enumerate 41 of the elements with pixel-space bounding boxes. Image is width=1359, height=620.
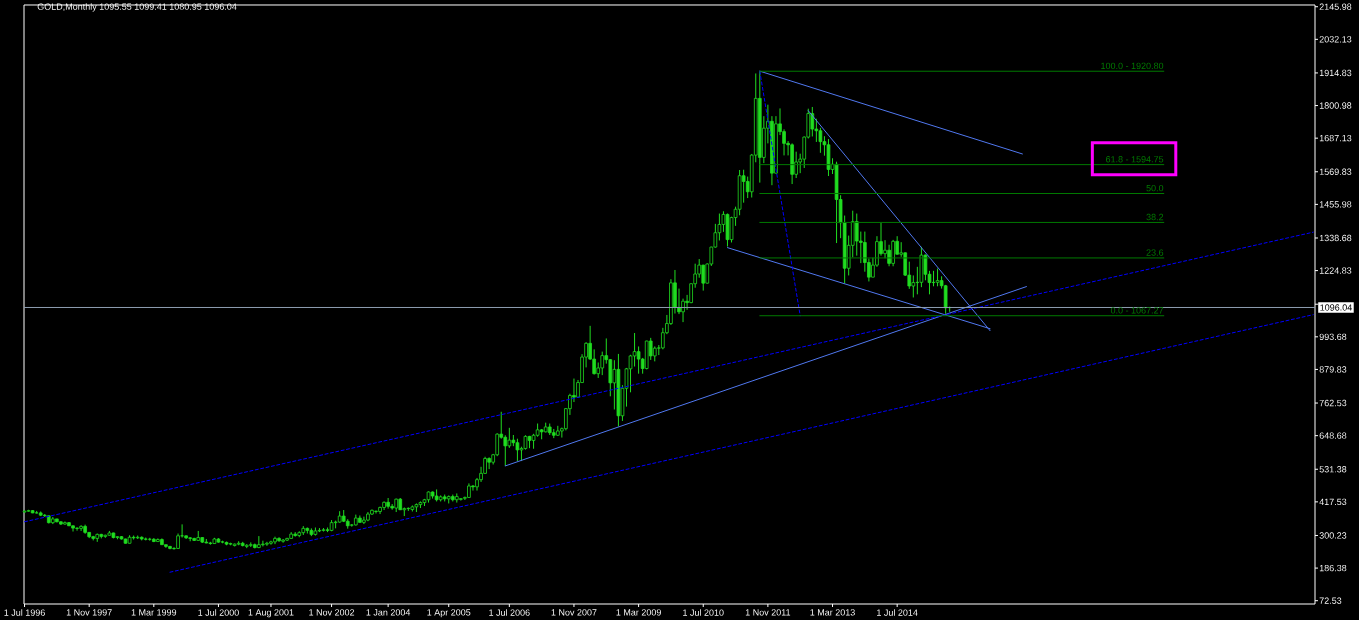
- y-tick-label: 531.38: [1319, 466, 1347, 473]
- series-label: 0.0 - 1067.27: [1110, 307, 1164, 314]
- y-tick-label: 1914.83: [1319, 69, 1352, 77]
- y-tick-label: 186.38: [1319, 564, 1347, 572]
- series-label: 50.0: [1146, 184, 1164, 192]
- series-label: 100.0 - 1920.80: [1101, 62, 1164, 70]
- x-tick-label: 1 Nov 2007: [551, 609, 597, 616]
- y-tick-label: 300.23: [1319, 532, 1347, 539]
- x-tick-label: 1 Jul 2006: [489, 609, 530, 616]
- x-tick-label: 1 Aug 2001: [248, 609, 294, 618]
- x-tick-label: 1 Jul 1996: [4, 609, 45, 616]
- x-tick-label: 1 Mar 2013: [810, 609, 855, 616]
- y-tick-label: 2145.98: [1319, 3, 1352, 10]
- x-tick-label: 1 Nov 2011: [745, 609, 791, 616]
- annotation: 61.8 - 1594.75: [1106, 156, 1164, 163]
- y-tick-label: 72.53: [1319, 597, 1342, 604]
- ref-line-label: 1096.04: [1320, 304, 1352, 311]
- y-tick-label: 417.53: [1319, 498, 1347, 506]
- x-tick-label: 1 Mar 1999: [131, 609, 177, 616]
- chart-title: GOLD,Monthly 1095.55 1099.41 1080.95 1096.04: [37, 3, 237, 12]
- x-tick-label: 1 Mar 2009: [616, 609, 661, 616]
- x-tick-label: 1 Apr 2005: [427, 609, 471, 618]
- y-tick-label: 993.68: [1319, 333, 1347, 341]
- y-tick-label: 762.53: [1319, 399, 1347, 407]
- y-tick-label: 1338.68: [1319, 234, 1352, 242]
- x-tick-label: 1 Nov 2002: [309, 609, 355, 616]
- series-label: 23.6: [1146, 249, 1164, 256]
- y-tick-label: 1569.83: [1319, 168, 1352, 175]
- y-tick-label: 1455.98: [1319, 201, 1352, 208]
- y-tick-label: 1800.98: [1319, 102, 1352, 109]
- x-tick-label: 1 Nov 1997: [66, 609, 112, 616]
- x-tick-label: 1 Jul 2000: [198, 609, 239, 616]
- y-tick-label: 1687.13: [1319, 134, 1352, 142]
- y-tick-label: 1224.83: [1319, 267, 1352, 274]
- x-tick-label: 1 Jul 2010: [683, 609, 724, 616]
- series-label: 38.2: [1146, 213, 1164, 221]
- y-tick-label: 2032.13: [1319, 36, 1352, 43]
- y-tick-label: 879.83: [1319, 366, 1347, 373]
- y-tick-label: 648.68: [1319, 432, 1347, 439]
- x-tick-label: 1 Jan 2004: [366, 609, 411, 616]
- x-tick-label: 1 Jul 2014: [877, 609, 918, 616]
